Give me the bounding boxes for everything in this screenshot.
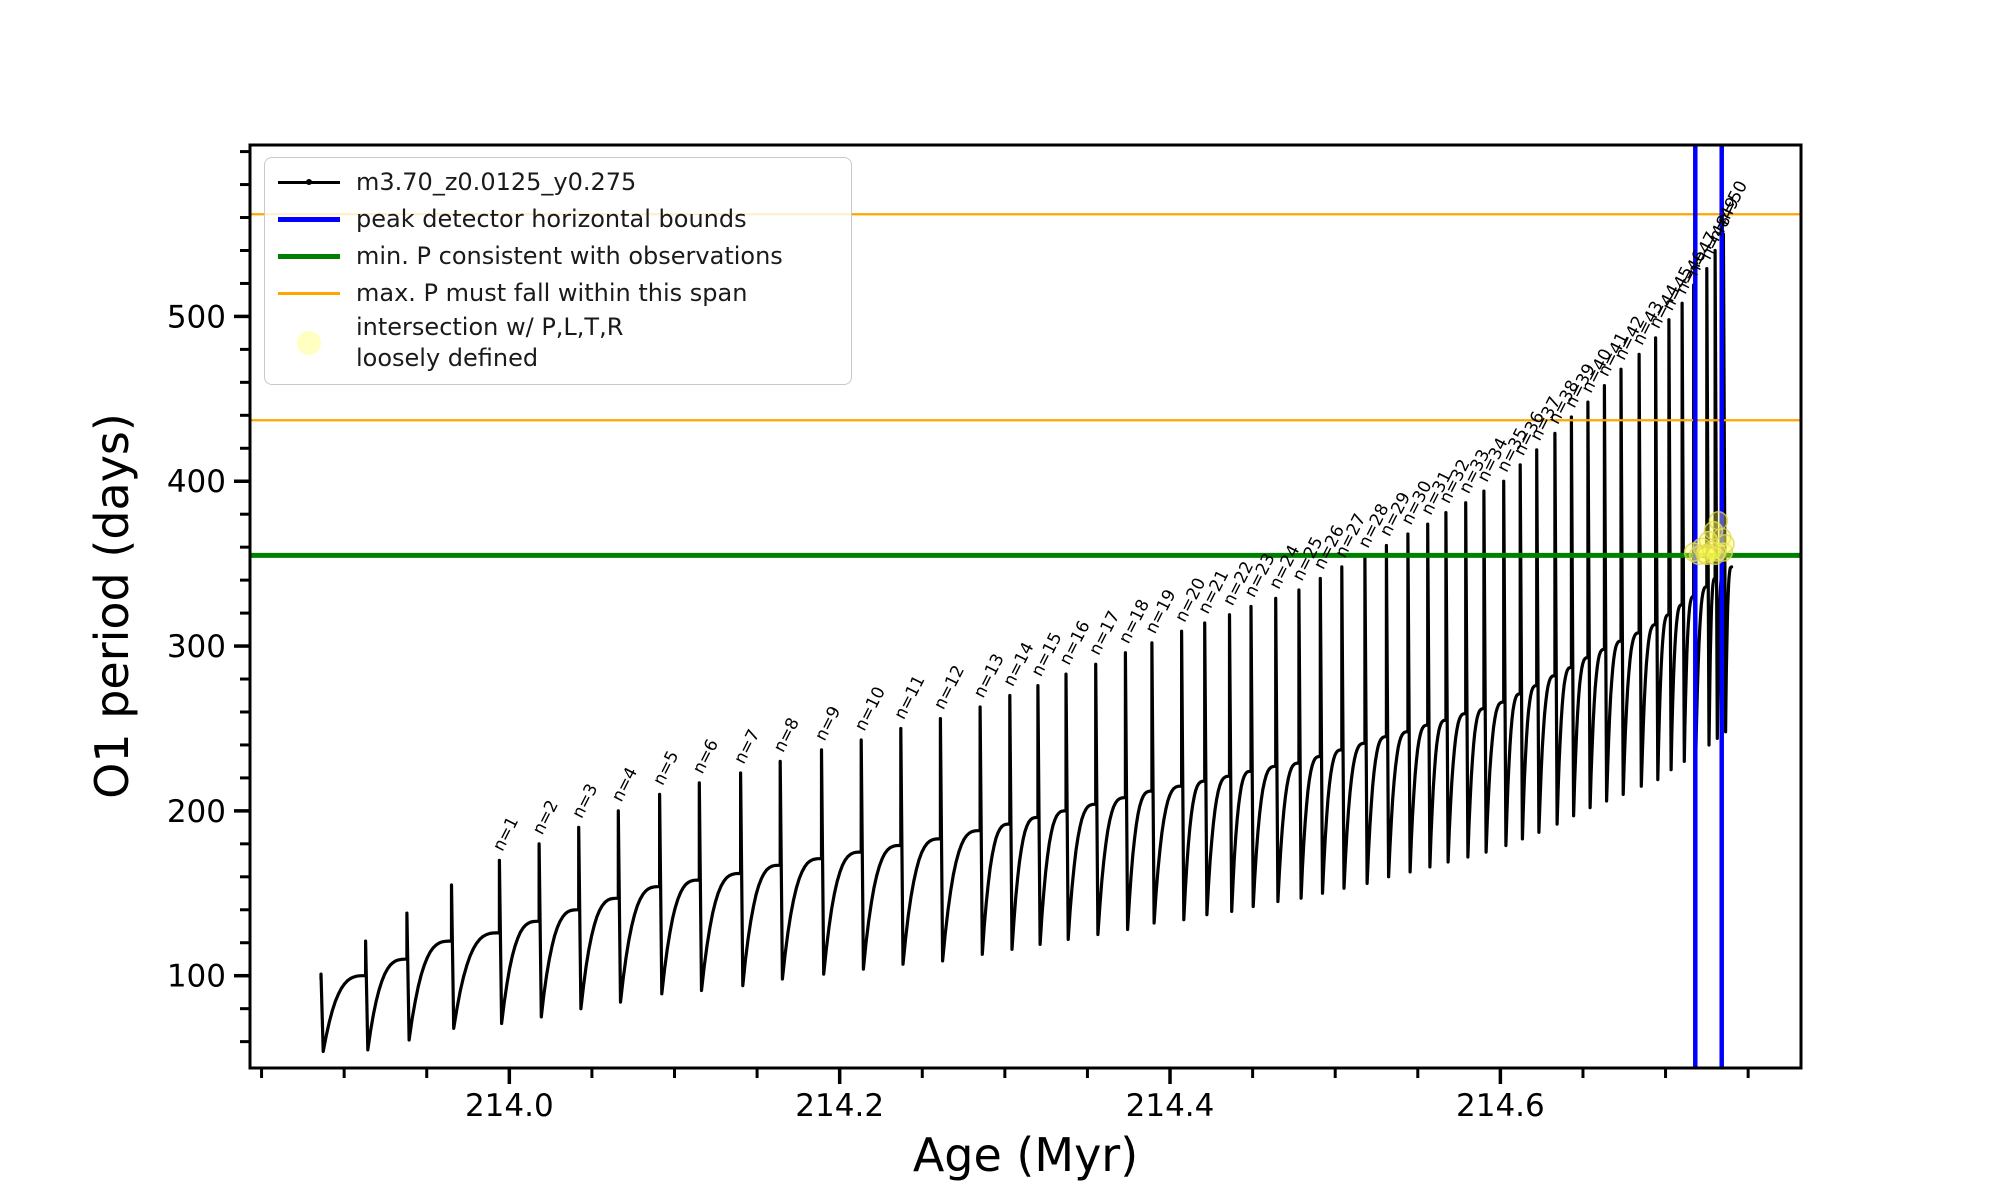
legend-label-intersection: intersection w/ P,L,T,R loosely defined (356, 313, 624, 372)
n-label: n=6 (689, 736, 723, 777)
peak-bounds-line-marker (277, 217, 341, 222)
n-label: n=11 (890, 672, 929, 723)
intersection-point (1705, 545, 1725, 566)
y-tick-label: 500 (167, 299, 226, 335)
y-tick-label: 300 (167, 629, 226, 665)
axes-frame (248, 143, 1803, 1070)
n-label: n=4 (608, 764, 642, 805)
n-label: n=5 (649, 748, 683, 789)
intersection-dot-marker (277, 331, 341, 355)
x-tick-label: 214.0 (465, 1088, 554, 1124)
x-tick-label: 214.2 (795, 1088, 884, 1124)
legend-entry-series: m3.70_z0.0125_y0.275 (277, 164, 843, 201)
n-label: n=50 (1713, 178, 1752, 229)
n-label: n=8 (770, 715, 804, 756)
series-line (319, 232, 1734, 1054)
intersection-point (1708, 511, 1729, 531)
x-tick-label: 214.4 (1126, 1088, 1215, 1124)
legend-label-min-p: min. P consistent with observations (356, 242, 783, 270)
max-p-line-marker (277, 292, 341, 295)
x-tick-label: 214.6 (1456, 1088, 1545, 1124)
n-label: n=12 (930, 662, 969, 713)
n-label: n=2 (529, 797, 563, 838)
legend-entry-peak-bounds: peak detector horizontal bounds (277, 201, 843, 238)
legend-entry-min-p: min. P consistent with observations (277, 238, 843, 275)
n-label: n=9 (811, 703, 845, 744)
legend: m3.70_z0.0125_y0.275 peak detector horiz… (264, 157, 852, 385)
y-tick-label: 100 (167, 959, 226, 995)
legend-label-peak-bounds: peak detector horizontal bounds (356, 205, 747, 233)
legend-entry-max-p: max. P must fall within this span (277, 275, 843, 312)
n-label: n=1 (489, 814, 523, 855)
legend-entry-intersection: intersection w/ P,L,T,R loosely defined (277, 312, 843, 374)
y-tick-label: 400 (167, 464, 226, 500)
n-label: n=10 (851, 684, 890, 735)
n-label: n=7 (730, 726, 764, 767)
y-axis-label: O1 period (days) (85, 413, 139, 799)
min-p-line-marker (277, 254, 341, 259)
x-axis-label: Age (Myr) (912, 1128, 1139, 1182)
y-tick-label: 200 (167, 794, 226, 830)
n-label: n=3 (568, 781, 602, 822)
legend-label-series: m3.70_z0.0125_y0.275 (356, 168, 637, 196)
legend-label-max-p: max. P must fall within this span (356, 279, 748, 307)
series-line-marker (277, 179, 341, 185)
